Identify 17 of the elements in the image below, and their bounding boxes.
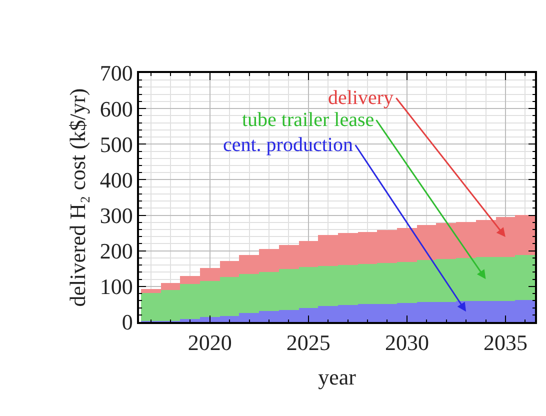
y-tick-label: 200 <box>100 238 133 264</box>
x-tick-label: 2035 <box>483 330 528 356</box>
y-tick-label: 600 <box>100 96 133 122</box>
x-tick-label: 2020 <box>188 330 232 356</box>
y-axis-title: delivered H₂ cost (k$/yr) <box>65 88 90 307</box>
y-tick-label: 500 <box>100 132 133 157</box>
x-tick-label: 2025 <box>286 330 330 356</box>
x-axis-title: year <box>318 364 357 390</box>
y-tick-label: 100 <box>100 274 133 300</box>
y-tick-label: 0 <box>122 310 133 335</box>
y-tick-label: 300 <box>100 202 133 228</box>
x-tick-label: 2030 <box>384 330 429 356</box>
text: delivery <box>328 87 394 109</box>
text: cent. production <box>223 134 353 156</box>
y-tick-label: 700 <box>100 60 133 86</box>
y-tick-label: 400 <box>100 167 133 192</box>
text: tube trailer lease <box>242 109 374 131</box>
